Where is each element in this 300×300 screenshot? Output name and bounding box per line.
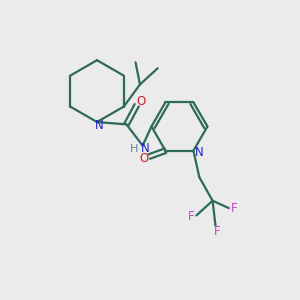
Text: F: F: [214, 225, 220, 238]
Text: O: O: [136, 95, 146, 108]
Text: N: N: [141, 142, 149, 155]
Text: H: H: [130, 143, 139, 154]
Text: F: F: [188, 210, 194, 224]
Text: N: N: [195, 146, 204, 159]
Text: O: O: [139, 152, 148, 164]
Text: F: F: [231, 202, 237, 214]
Text: N: N: [95, 119, 104, 132]
